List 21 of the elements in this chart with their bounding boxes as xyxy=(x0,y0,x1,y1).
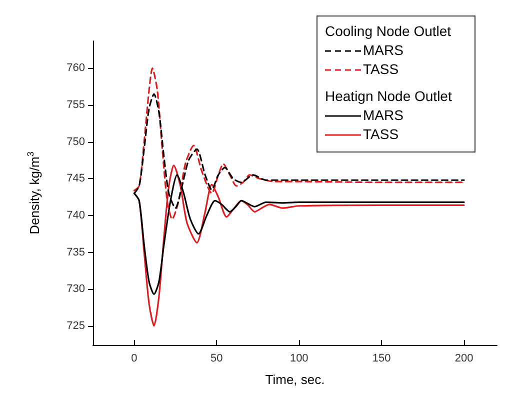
y-tick-label: 750 xyxy=(66,136,85,148)
text: Cooling Node Outlet xyxy=(325,23,452,39)
x-tick-label: 150 xyxy=(372,352,391,364)
y-tick-label: 725 xyxy=(66,320,85,332)
y-tick-label: 730 xyxy=(66,283,85,296)
legend-label: MARS xyxy=(363,42,404,58)
x-tick-label: 200 xyxy=(454,352,474,364)
y-tick-label: 745 xyxy=(66,172,85,185)
legend-label: TASS xyxy=(363,61,399,77)
y-tick-label: 740 xyxy=(66,209,85,222)
x-tick-label: 50 xyxy=(210,352,223,364)
legend-label: MARS xyxy=(363,107,404,123)
x-tick-label: 100 xyxy=(290,352,308,364)
x-tick-label: 0 xyxy=(131,352,138,364)
y-tick-label: 755 xyxy=(66,99,85,112)
x-axis-title: Time, sec. xyxy=(265,372,325,387)
y-tick-label: 735 xyxy=(66,246,85,258)
legend-label: TASS xyxy=(363,126,399,142)
y-axis-title: Density, kg/m3 xyxy=(26,152,42,234)
y-tick-label: 760 xyxy=(66,62,85,74)
annotation: Heatign Node Outlet xyxy=(325,88,452,104)
